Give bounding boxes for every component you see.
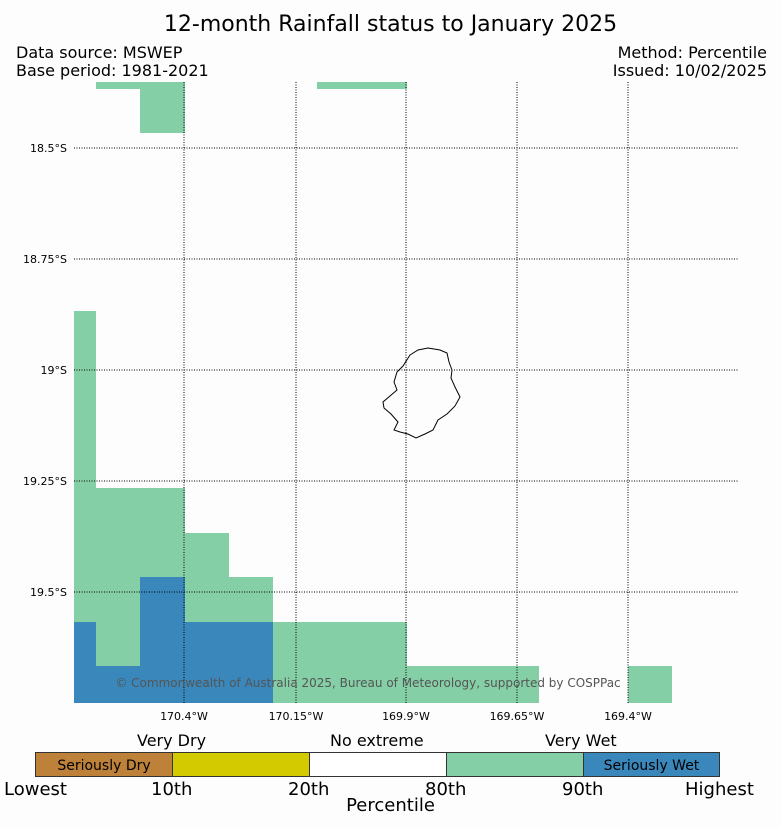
issued-date: Issued: 10/02/2025 [612,61,767,80]
legend-tick-90th: 90th [562,779,604,800]
lat-label: 18.5°S [30,142,67,155]
legend-bin-seriously-dry: Seriously Dry [35,752,173,777]
very-wet-cell [317,82,407,89]
seriously-wet-cell [96,666,140,703]
legend-bin-very-wet [446,752,584,777]
legend-bin-seriously-wet: Seriously Wet [583,752,720,777]
lat-label: 18.75°S [23,253,67,266]
copyright-notice: © Commonwealth of Australia 2025, Bureau… [115,676,620,690]
very-wet-cell [628,666,672,703]
seriously-wet-cell [185,622,273,703]
lon-label: 169.65°W [490,710,545,723]
rainfall-map: 18.5°S 18.75°S 19°S 19.25°S 19.5°S 170.4… [23,82,739,723]
very-wet-cell [273,622,407,703]
very-wet-cell [140,82,185,133]
lat-label: 19.5°S [30,586,67,599]
legend-axis-title: Percentile [346,795,435,816]
base-period: Base period: 1981-2021 [16,61,209,80]
wet-cells [74,82,672,703]
lon-label: 169.9°W [382,710,430,723]
seriously-wet-cell [74,622,96,703]
map-title: 12-month Rainfall status to January 2025 [163,12,618,37]
seriously-wet-cell [140,577,185,703]
legend-tick-lowest: Lowest [4,779,67,800]
lon-label: 169.4°W [604,710,652,723]
method: Method: Percentile [617,43,767,62]
longitude-labels: 170.4°W 170.15°W 169.9°W 169.65°W 169.4°… [160,710,652,723]
legend-category-very-dry: Very Dry [137,731,207,750]
legend-tick-10th: 10th [151,779,193,800]
niue-island-outline [382,347,461,439]
data-source: Data source: MSWEP [16,43,183,62]
legend-tick-20th: 20th [288,779,330,800]
lat-label: 19°S [41,364,67,377]
very-wet-cell [74,311,96,703]
legend-bin-very-dry [172,752,310,777]
legend-category-no-extreme: No extreme [330,731,424,750]
legend-tick-80th: 80th [425,779,467,800]
legend-category-very-wet: Very Wet [545,731,617,750]
metadata-right: Method: Percentile Issued: 10/02/2025 [613,44,767,80]
lon-label: 170.15°W [269,710,324,723]
metadata-left: Data source: MSWEP Base period: 1981-202… [16,44,209,80]
legend-tick-highest: Highest [685,779,754,800]
lat-label: 19.25°S [23,475,67,488]
lon-label: 170.4°W [160,710,208,723]
graticule [74,82,739,703]
latitude-labels: 18.5°S 18.75°S 19°S 19.25°S 19.5°S [23,142,67,599]
legend-bin-no-extreme [309,752,447,777]
